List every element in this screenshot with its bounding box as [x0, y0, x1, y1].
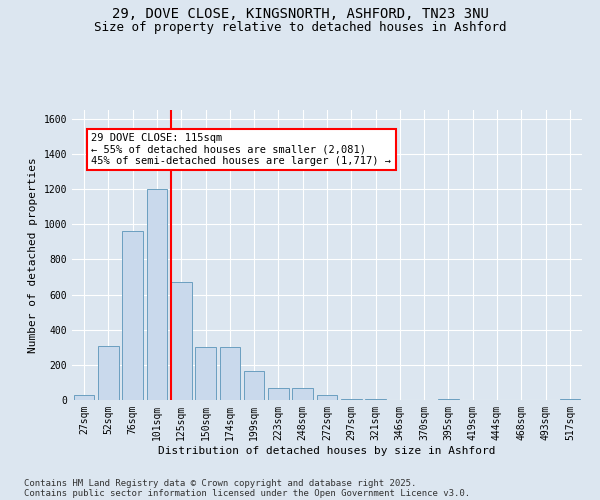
Bar — [341, 399, 362, 400]
Bar — [146, 189, 167, 400]
Bar — [292, 388, 313, 400]
Bar — [98, 346, 119, 400]
Text: 29, DOVE CLOSE, KINGSNORTH, ASHFORD, TN23 3NU: 29, DOVE CLOSE, KINGSNORTH, ASHFORD, TN2… — [112, 8, 488, 22]
Bar — [365, 399, 386, 400]
Bar — [195, 348, 216, 400]
Text: 29 DOVE CLOSE: 115sqm
← 55% of detached houses are smaller (2,081)
45% of semi-d: 29 DOVE CLOSE: 115sqm ← 55% of detached … — [91, 133, 391, 166]
Bar — [122, 232, 143, 400]
Bar — [244, 371, 265, 400]
Bar — [268, 388, 289, 400]
Bar — [171, 282, 191, 400]
Bar — [220, 348, 240, 400]
Bar — [74, 394, 94, 400]
Text: Contains HM Land Registry data © Crown copyright and database right 2025.: Contains HM Land Registry data © Crown c… — [24, 478, 416, 488]
X-axis label: Distribution of detached houses by size in Ashford: Distribution of detached houses by size … — [158, 446, 496, 456]
Text: Size of property relative to detached houses in Ashford: Size of property relative to detached ho… — [94, 22, 506, 35]
Y-axis label: Number of detached properties: Number of detached properties — [28, 157, 38, 353]
Bar — [317, 394, 337, 400]
Text: Contains public sector information licensed under the Open Government Licence v3: Contains public sector information licen… — [24, 488, 470, 498]
